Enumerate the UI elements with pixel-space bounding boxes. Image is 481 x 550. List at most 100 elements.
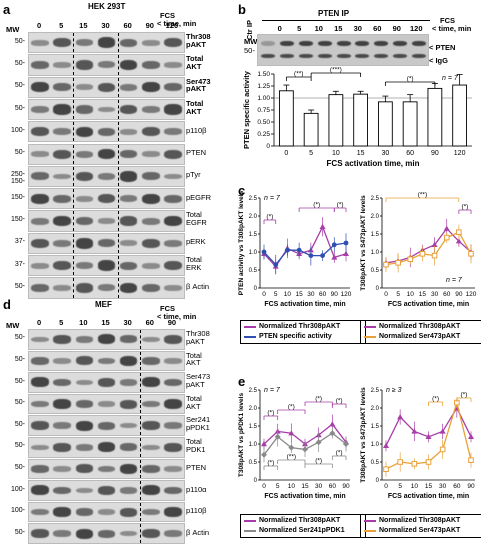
blot-strip bbox=[28, 277, 185, 299]
blot-band bbox=[141, 421, 160, 431]
blot-strip bbox=[28, 480, 185, 501]
blot-band bbox=[75, 283, 94, 293]
blot-band bbox=[119, 216, 138, 226]
lane-label: 30 bbox=[101, 21, 110, 30]
data-point bbox=[315, 439, 322, 446]
sig-bracket-label: (*) bbox=[336, 398, 343, 405]
blot-band bbox=[53, 62, 72, 68]
blot-band bbox=[75, 400, 94, 408]
sig-bracket-label: (*) bbox=[337, 202, 344, 209]
row-label: p110β bbox=[186, 507, 206, 515]
blot-band bbox=[75, 508, 94, 516]
blot-band bbox=[97, 357, 116, 365]
row-label: Ser473 pAKT bbox=[186, 77, 211, 94]
row-label-line1: Total bbox=[186, 437, 202, 446]
mw-marker: 50- bbox=[14, 37, 25, 45]
mw-marker: 50- bbox=[14, 282, 25, 290]
blot-band bbox=[97, 421, 116, 430]
lane-label: 90 bbox=[392, 24, 401, 33]
lane-divider bbox=[117, 77, 119, 97]
blot-strip bbox=[28, 393, 185, 415]
data-point bbox=[468, 251, 474, 257]
lane-divider bbox=[139, 481, 141, 500]
legend-label: Normalized Thr308pAKT bbox=[379, 323, 461, 330]
x-axis-label: FCS activation time, min bbox=[264, 301, 345, 308]
blot-strip bbox=[28, 501, 185, 523]
blot-band bbox=[53, 358, 72, 364]
row-label-line2: pPDK1 bbox=[186, 423, 210, 433]
blot-band bbox=[141, 485, 160, 496]
row-label-line2: pAKT bbox=[186, 380, 205, 390]
x-axis-label: FCS activation time, min bbox=[388, 301, 469, 308]
x-tick-label: 90 bbox=[331, 291, 339, 298]
blot-band bbox=[31, 336, 49, 343]
lane-label: 60 bbox=[145, 318, 154, 327]
legend-swatch bbox=[244, 530, 256, 532]
panel-c-right-legend: Normalized Thr308pAKT Normalized Ser473pA… bbox=[360, 320, 481, 344]
bar bbox=[452, 84, 468, 147]
blot-band bbox=[31, 444, 49, 451]
y-tick-label: 0.5 bbox=[371, 268, 380, 274]
blot-band bbox=[164, 173, 182, 180]
data-point bbox=[383, 442, 389, 448]
blot-band bbox=[141, 400, 160, 408]
row-label-line1: Total bbox=[186, 98, 204, 108]
blot-band bbox=[97, 529, 116, 538]
panel-a-cell-line: HEK 293T bbox=[88, 2, 126, 11]
blot-band bbox=[164, 442, 182, 452]
row-label-line1: p110β bbox=[186, 506, 207, 516]
panel-c-letter: c bbox=[238, 183, 246, 198]
igg-band bbox=[298, 54, 313, 58]
panel-d-cell-line: MEF bbox=[95, 300, 112, 309]
blot-band bbox=[53, 173, 72, 180]
sig-bracket-label: (***) bbox=[330, 67, 342, 74]
blot-band bbox=[31, 400, 49, 408]
data-point bbox=[288, 430, 295, 436]
legend-swatch bbox=[244, 336, 256, 338]
blot-band bbox=[164, 378, 182, 387]
y-axis-label: T308pAKT vs pPDK1 levels bbox=[238, 393, 245, 478]
blot-band bbox=[119, 443, 138, 452]
data-point bbox=[443, 234, 450, 241]
row-label-line2: pAKT bbox=[186, 39, 206, 49]
blot-strip bbox=[28, 121, 185, 143]
data-point bbox=[397, 459, 403, 465]
blot-band bbox=[53, 261, 72, 271]
y-axis-label: PTEN specific activity bbox=[242, 70, 251, 149]
row-label-line1: Thr308 bbox=[186, 329, 210, 338]
x-axis-label: FCS activation time, min bbox=[327, 159, 420, 168]
blot-band bbox=[119, 335, 138, 344]
blot-band bbox=[53, 38, 72, 48]
blot-band bbox=[53, 104, 72, 115]
blot-band bbox=[164, 194, 182, 203]
blot-band bbox=[97, 148, 116, 160]
lane-divider bbox=[73, 33, 75, 53]
x-tick-label: 10 bbox=[411, 483, 419, 490]
blot-band bbox=[97, 378, 116, 387]
blot-band bbox=[141, 444, 160, 451]
blot-band bbox=[31, 529, 49, 539]
data-point bbox=[320, 253, 325, 258]
lane-divider bbox=[73, 166, 75, 187]
blot-band bbox=[164, 261, 182, 271]
blot-band bbox=[141, 508, 160, 516]
blot-band bbox=[31, 172, 49, 181]
blot-band bbox=[75, 195, 94, 202]
blot-band bbox=[97, 82, 116, 92]
x-tick-label: 0 bbox=[262, 291, 266, 298]
panel-c-left-chart: 0 0.5 1.0 1.5 2.0 2.5 0 5 10 15 30 60 90 120 FCS activ… bbox=[238, 190, 352, 308]
bar bbox=[402, 101, 418, 147]
row-label-line1: pEGFR bbox=[186, 192, 212, 202]
panel-b-pten-arrow: < PTEN bbox=[429, 43, 456, 52]
blot-band bbox=[119, 261, 138, 270]
row-label: Total AKT bbox=[186, 100, 203, 116]
blot-band bbox=[97, 194, 116, 204]
blot-band bbox=[97, 260, 116, 271]
blot-band bbox=[141, 283, 160, 292]
x-tick-label: 30 bbox=[381, 150, 389, 157]
blot-band bbox=[164, 358, 182, 364]
bar bbox=[377, 101, 393, 147]
data-point bbox=[407, 256, 414, 263]
lane-divider bbox=[73, 278, 75, 298]
blot-band bbox=[119, 282, 138, 294]
